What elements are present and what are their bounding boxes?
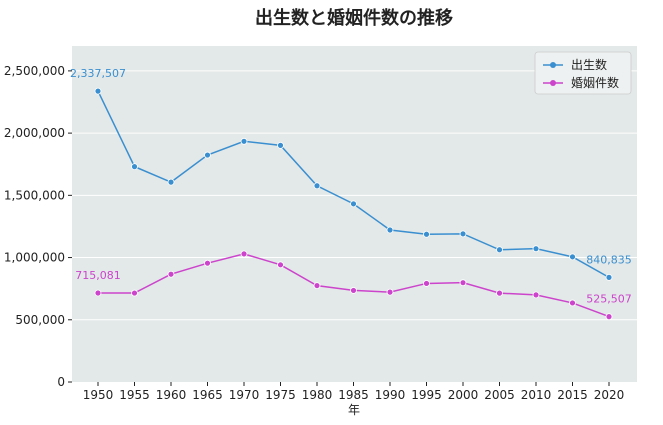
data-point: [532, 245, 540, 253]
data-point: [496, 289, 503, 297]
data-point: [240, 137, 248, 145]
data-point: [131, 289, 138, 297]
data-point: [131, 163, 138, 171]
x-tick-label: 2015: [557, 388, 588, 402]
x-tick-label: 2000: [448, 388, 479, 402]
x-tick-label: 1970: [229, 388, 260, 402]
data-point: [423, 280, 430, 287]
data-point: [459, 230, 467, 238]
data-point: [313, 182, 321, 190]
data-point: [423, 230, 430, 238]
data-point: [204, 151, 211, 159]
data-point: [605, 313, 613, 321]
data-point: [386, 226, 394, 234]
data-point: [496, 246, 503, 254]
y-tick-label: 2,500,000: [4, 64, 65, 78]
data-point: [167, 178, 175, 186]
series-lines: [94, 87, 613, 321]
data-point: [569, 253, 576, 261]
data-point: [277, 141, 284, 149]
data-point: [204, 259, 211, 267]
data-point: [167, 270, 175, 278]
x-axis-label: 年: [348, 403, 360, 417]
data-point: [350, 287, 357, 294]
x-tick-label: 1955: [119, 388, 150, 402]
x-tick-label: 1980: [302, 388, 333, 402]
legend-marker: [550, 80, 556, 86]
y-tick-label: 1,500,000: [4, 188, 65, 202]
legend-label: 婚姻件数: [571, 75, 619, 90]
data-label: 2,337,507: [70, 67, 126, 80]
y-tick-label: 2,000,000: [4, 126, 65, 140]
data-point: [532, 291, 540, 299]
legend-marker: [550, 62, 556, 68]
data-point: [350, 200, 357, 208]
data-labels: 2,337,507 840,835 715,081 525,507: [70, 67, 632, 305]
chart-title: 出生数と婚姻件数の推移: [255, 7, 453, 29]
data-label: 525,507: [586, 293, 632, 306]
data-point: [569, 299, 576, 307]
data-point: [459, 279, 467, 287]
x-tick-label: 1950: [83, 388, 114, 402]
x-tick-label: 2020: [594, 388, 625, 402]
y-tick-label: 500,000: [15, 313, 65, 327]
y-tick-label: 0: [57, 375, 65, 389]
data-label: 715,081: [75, 269, 121, 282]
data-point: [277, 261, 284, 269]
data-label: 840,835: [586, 253, 632, 266]
data-point: [386, 288, 394, 296]
grid-lines: [72, 70, 637, 321]
plot-area: [72, 46, 637, 382]
data-point: [94, 289, 102, 297]
x-tick-label: 1985: [338, 388, 369, 402]
data-point: [94, 87, 102, 95]
x-tick-label: 1965: [192, 388, 223, 402]
x-tick-label: 1990: [375, 388, 406, 402]
x-tick-label: 2005: [484, 388, 515, 402]
x-tick-label: 1975: [265, 388, 296, 402]
y-tick-label: 1,000,000: [4, 251, 65, 265]
x-tick-label: 1995: [411, 388, 442, 402]
data-point: [313, 282, 321, 289]
axes: 0 500,000 1,000,000 1,500,000 2,000,000 2,500…: [4, 64, 624, 402]
legend-label: 出生数: [571, 57, 607, 72]
x-tick-label: 1960: [156, 388, 187, 402]
data-point: [605, 273, 613, 281]
data-point: [240, 250, 248, 258]
x-tick-label: 2010: [521, 388, 552, 402]
